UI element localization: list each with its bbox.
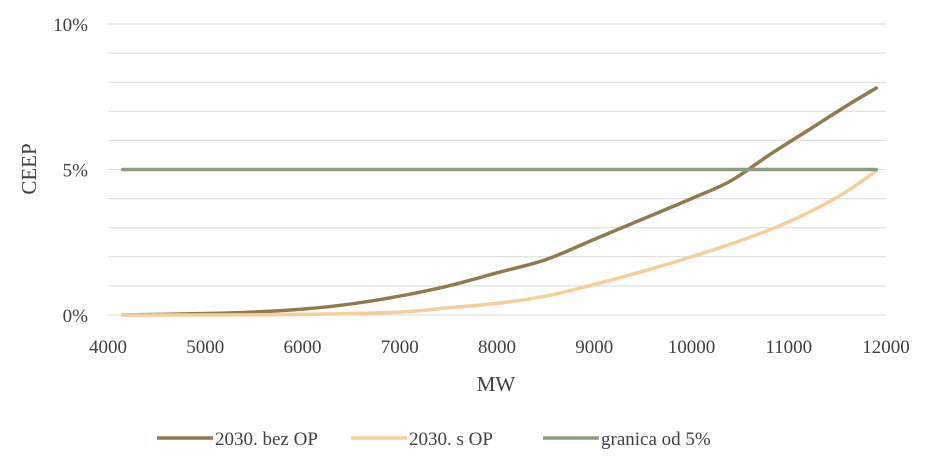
- x-tick-label: 12000: [862, 337, 910, 358]
- tick-labels: 4000 5000 6000 7000 8000 9000 10000 11000 12000 0…: [53, 15, 910, 358]
- legend-label-2: 2030. s OP: [409, 429, 493, 450]
- x-tick-label: 9000: [575, 337, 613, 358]
- y-axis-title: CEEP: [17, 143, 41, 194]
- x-tick-label: 6000: [284, 337, 322, 358]
- x-tick-label: 4000: [89, 337, 127, 358]
- series-lines: [120, 86, 879, 317]
- x-tick-label: 10000: [668, 337, 716, 358]
- y-tick-label: 10%: [53, 15, 88, 36]
- series-line-2: [120, 169, 879, 317]
- x-tick-label: 8000: [478, 337, 516, 358]
- legend-label-1: 2030. bez OP: [215, 429, 318, 450]
- legend: 2030. bez OP 2030. s OP granica od 5%: [157, 429, 711, 450]
- y-tick-label: 5%: [63, 161, 89, 182]
- y-tick-label: 0%: [63, 306, 89, 327]
- x-tick-label: 5000: [186, 337, 224, 358]
- x-axis-title: MW: [477, 372, 516, 396]
- x-tick-label: 7000: [381, 337, 419, 358]
- series-line-1: [120, 86, 879, 317]
- legend-label-3: granica od 5%: [601, 429, 711, 450]
- x-tick-label: 11000: [765, 337, 812, 358]
